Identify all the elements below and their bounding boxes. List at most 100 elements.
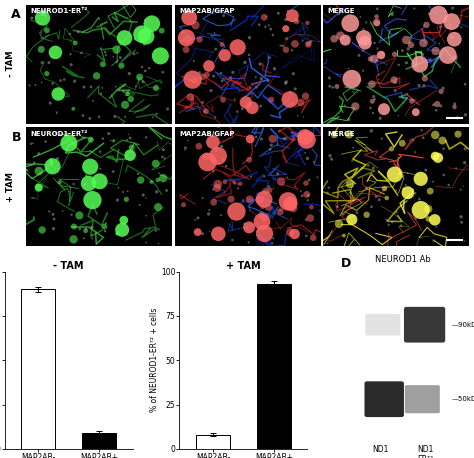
Point [252, 74, 259, 81]
Point [218, 143, 225, 150]
Text: MERGE: MERGE [328, 131, 355, 137]
Point [340, 232, 348, 240]
Point [352, 82, 360, 89]
Point [341, 240, 348, 247]
Text: NEUROD1 Ab: NEUROD1 Ab [374, 256, 430, 264]
Point [425, 10, 433, 17]
Point [286, 89, 294, 96]
Point [356, 77, 363, 84]
Point [97, 45, 105, 52]
Point [416, 60, 423, 68]
Point [440, 145, 447, 153]
Point [136, 73, 144, 81]
Point [310, 158, 318, 166]
Point [229, 179, 237, 186]
Point [29, 194, 37, 202]
Point [346, 131, 353, 138]
Point [420, 39, 428, 47]
Point [452, 165, 460, 172]
Point [440, 171, 447, 179]
Text: + TAM: + TAM [6, 172, 15, 202]
Point [457, 213, 465, 220]
Point [86, 163, 94, 170]
Point [283, 78, 290, 86]
Point [79, 112, 87, 119]
Point [420, 82, 428, 89]
Point [121, 101, 129, 109]
Point [43, 27, 51, 34]
Point [219, 41, 226, 48]
Text: MAP2AB/GFAP: MAP2AB/GFAP [179, 8, 235, 14]
Point [412, 65, 420, 72]
Point [345, 65, 353, 72]
Point [54, 155, 61, 163]
Point [448, 34, 456, 41]
Point [110, 137, 118, 144]
Point [450, 36, 458, 43]
Point [421, 75, 428, 82]
Point [241, 59, 249, 66]
Point [191, 217, 199, 224]
Point [462, 145, 469, 153]
Point [148, 20, 155, 27]
Point [297, 187, 304, 195]
Point [404, 189, 412, 196]
Point [286, 96, 293, 103]
Point [78, 49, 85, 57]
Point [269, 135, 276, 142]
Point [333, 83, 341, 90]
Point [204, 158, 211, 166]
Point [285, 194, 293, 201]
Point [388, 218, 396, 226]
Bar [21, 289, 55, 449]
Point [411, 190, 419, 197]
Point [294, 112, 301, 120]
Point [65, 188, 73, 196]
Point [140, 20, 148, 27]
Point [195, 142, 202, 150]
Point [221, 52, 228, 59]
Point [402, 59, 410, 66]
Point [242, 99, 250, 106]
Point [53, 110, 61, 117]
Point [346, 180, 354, 188]
Point [43, 70, 51, 77]
Point [371, 96, 378, 103]
Point [142, 194, 150, 202]
Point [42, 138, 49, 145]
Point [290, 136, 297, 143]
Point [394, 112, 402, 119]
Point [269, 31, 277, 38]
Point [301, 149, 309, 157]
Point [207, 87, 215, 94]
Point [139, 191, 147, 199]
Point [191, 77, 199, 84]
Point [81, 181, 89, 188]
Point [206, 228, 213, 235]
Point [453, 114, 461, 121]
Point [127, 95, 135, 103]
Point [111, 113, 118, 120]
Point [95, 113, 103, 120]
Point [49, 163, 56, 170]
Point [80, 234, 88, 242]
Point [417, 175, 425, 183]
Point [35, 184, 43, 191]
Point [86, 115, 94, 122]
Point [126, 152, 134, 159]
Point [142, 239, 150, 246]
Title: + TAM: + TAM [226, 261, 261, 271]
Point [55, 90, 62, 98]
Point [341, 37, 349, 44]
Point [252, 133, 260, 141]
Point [107, 137, 115, 144]
Point [52, 49, 59, 56]
Point [121, 34, 128, 42]
Point [445, 181, 453, 189]
Point [219, 96, 227, 104]
Point [206, 207, 213, 214]
Point [326, 74, 333, 82]
Point [113, 58, 121, 65]
Point [49, 211, 57, 218]
Point [154, 203, 162, 211]
